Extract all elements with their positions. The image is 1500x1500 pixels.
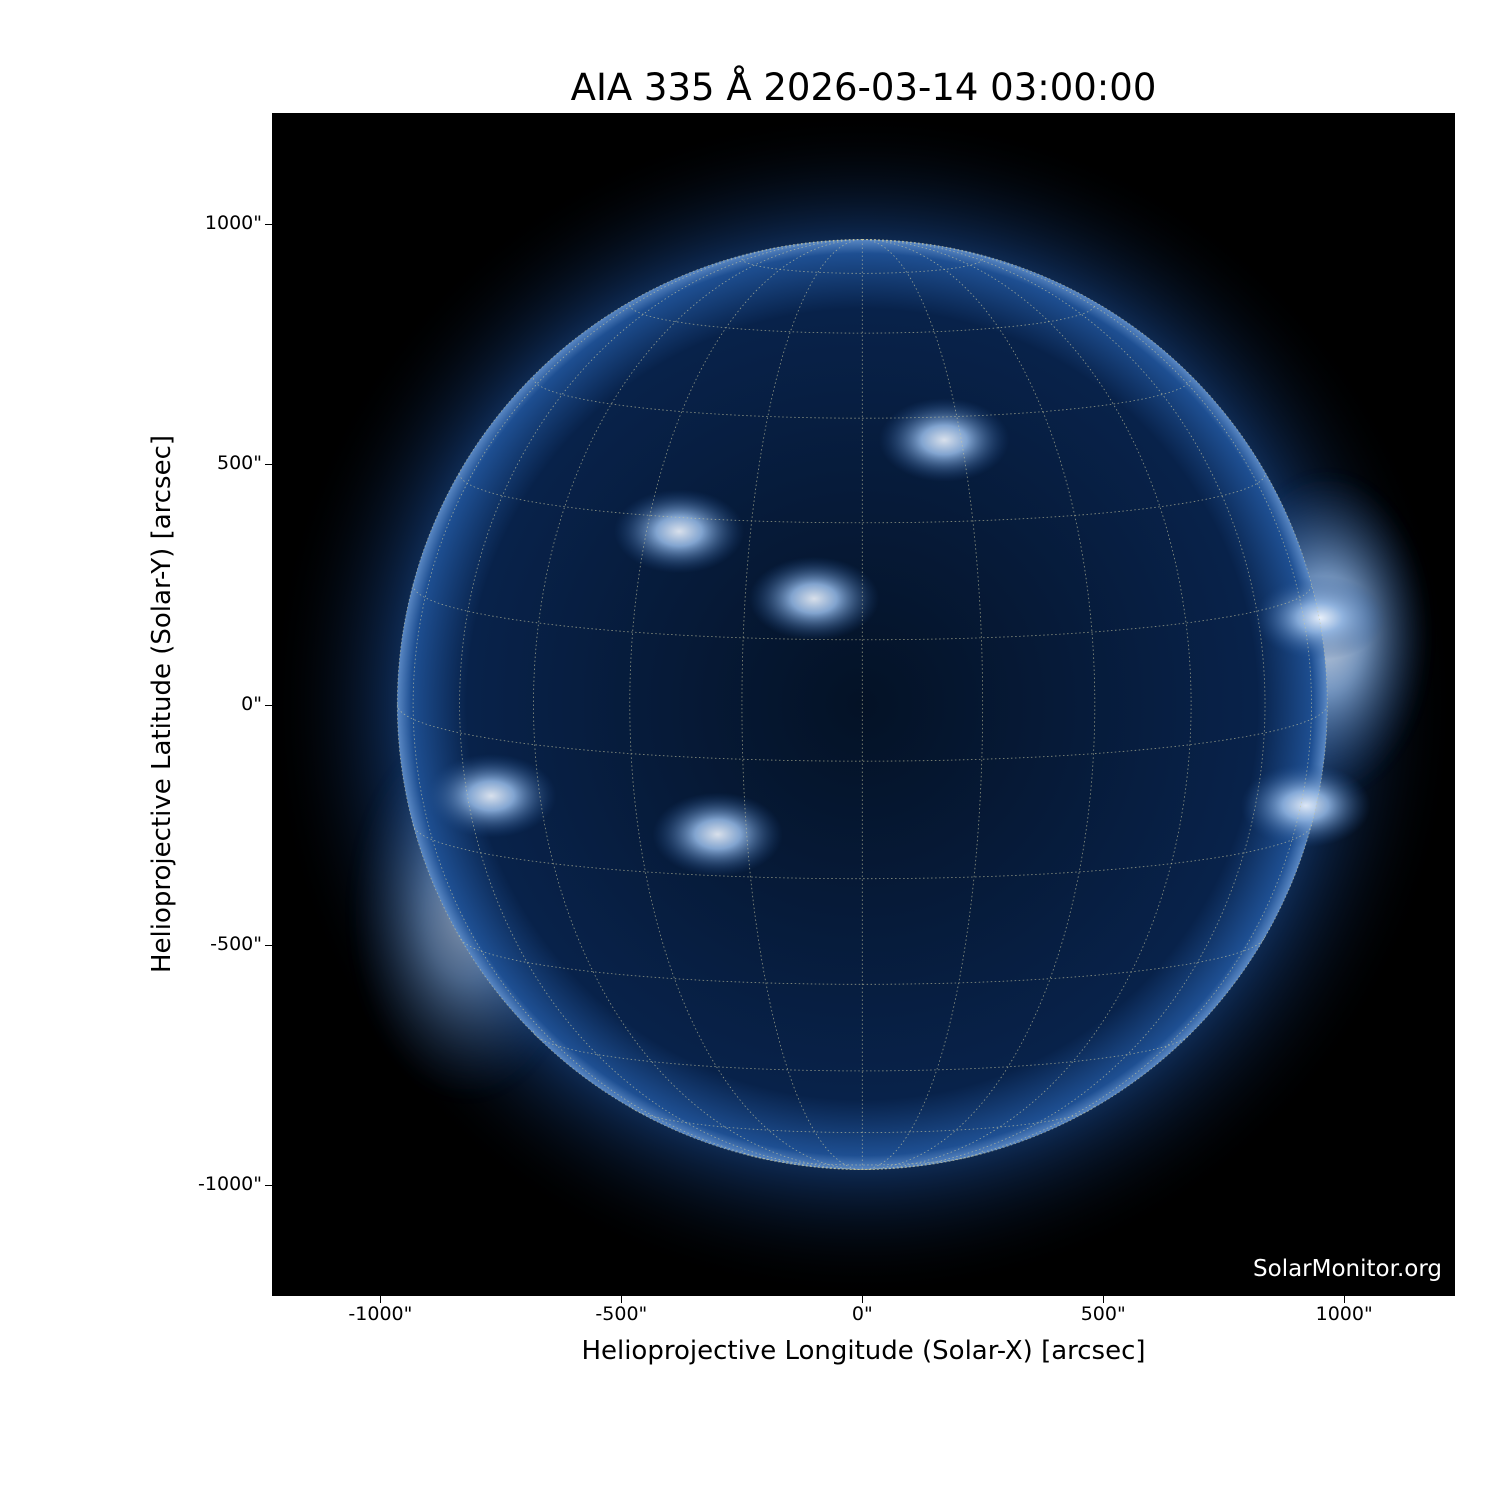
grid-meridian: [629, 239, 863, 1170]
active-region: [879, 398, 1010, 482]
grid-meridian: [862, 239, 1266, 1170]
y-tick-mark: [265, 1185, 272, 1187]
x-tick-label: -500": [595, 1303, 648, 1325]
grid-parallel: [459, 935, 1266, 985]
y-tick-label: 500": [216, 452, 262, 475]
y-tick-mark: [265, 223, 272, 225]
grid-meridian: [862, 239, 1328, 1170]
active-region: [614, 489, 745, 574]
y-tick-label: 1000": [204, 211, 262, 234]
y-tick-label: -500": [210, 932, 262, 955]
grid-meridian: [459, 239, 863, 1170]
grid-meridian: [396, 239, 863, 1170]
active-region: [749, 556, 880, 641]
y-tick-label: -1000": [198, 1173, 262, 1196]
grid-parallel: [533, 378, 1192, 419]
x-tick-label: -1000": [348, 1303, 413, 1325]
x-tick-label: 1000": [1315, 1303, 1373, 1325]
x-tick-mark: [1103, 1296, 1105, 1303]
x-tick-mark: [621, 1296, 623, 1303]
grid-meridian: [862, 239, 1096, 1170]
y-tick-mark: [265, 704, 272, 706]
grid-meridian: [412, 239, 863, 1170]
y-tick-mark: [265, 464, 272, 466]
x-tick-mark: [1344, 1296, 1346, 1303]
x-tick-mark: [862, 1296, 864, 1303]
solar-image-axes: [272, 113, 1455, 1296]
x-tick-label: 0": [851, 1303, 873, 1325]
x-tick-mark: [380, 1296, 382, 1303]
x-axis-label: Helioprojective Longitude (Solar-X) [arc…: [581, 1336, 1146, 1366]
grid-parallel: [396, 704, 1328, 762]
y-axis-label: Helioprojective Latitude (Solar-Y) [arcs…: [147, 434, 177, 974]
active-region: [652, 792, 783, 877]
grid-meridian: [862, 239, 984, 1170]
grid-meridian: [741, 239, 863, 1170]
grid-meridian: [862, 239, 1312, 1170]
chart-title: AIA 335 Å 2026-03-14 03:00:00: [570, 66, 1157, 109]
grid-parallel: [533, 1030, 1192, 1072]
y-tick-mark: [265, 944, 272, 946]
x-tick-label: 500": [1080, 1303, 1126, 1325]
active-region: [426, 754, 557, 838]
active-region: [1254, 576, 1386, 660]
active-region: [1240, 763, 1371, 848]
y-tick-label: 0": [241, 692, 262, 715]
watermark: SolarMonitor.org: [1253, 1256, 1442, 1282]
grid-parallel: [459, 473, 1266, 524]
